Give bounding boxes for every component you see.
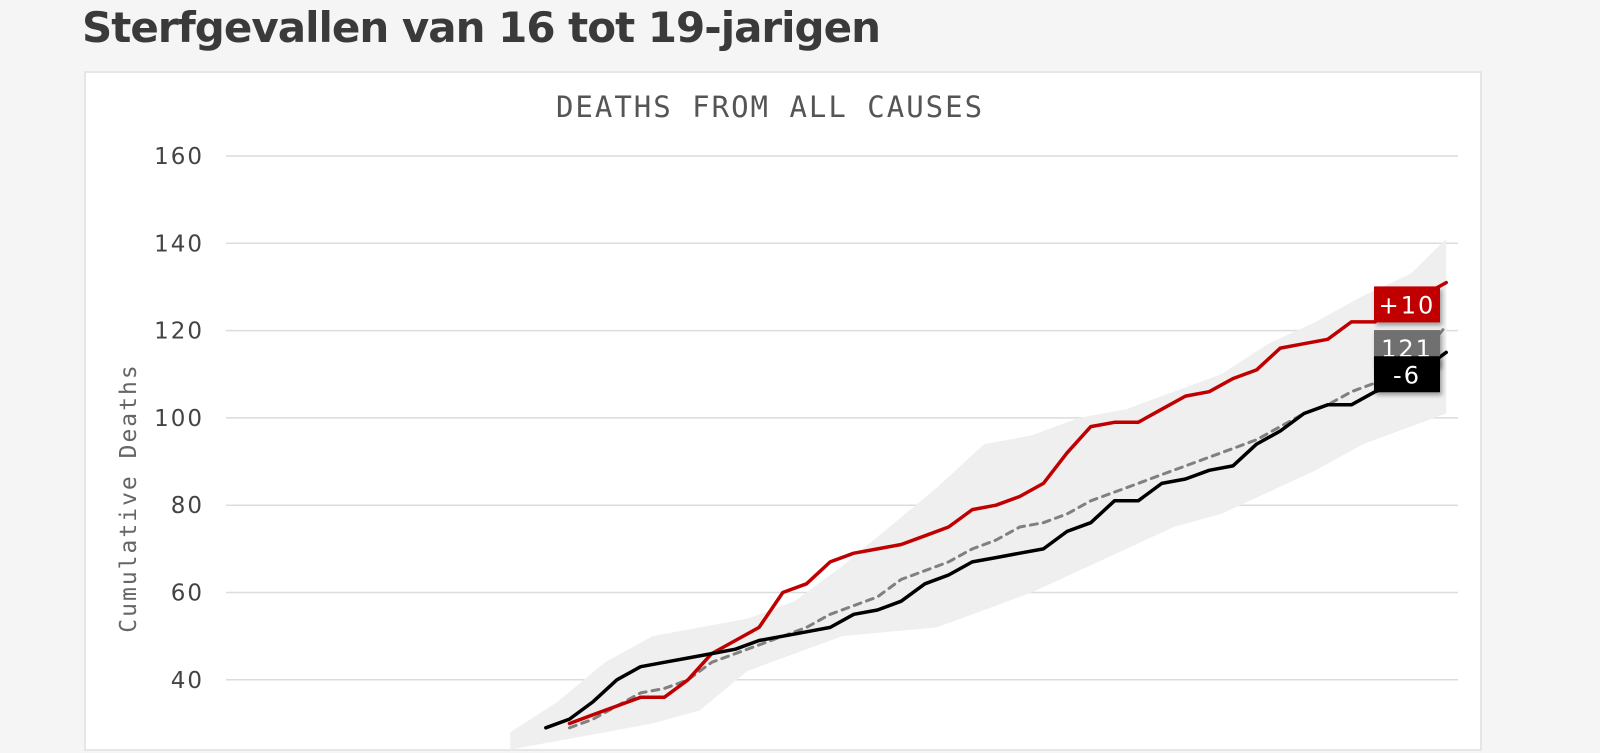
y-tick-label: 160 bbox=[154, 144, 204, 170]
y-tick-label: 60 bbox=[171, 581, 204, 607]
series-line-actual-2020 bbox=[544, 350, 1448, 730]
page-title: Sterfgevallen van 16 tot 19-jarigen bbox=[82, 3, 881, 52]
end-label-text: -6 bbox=[1393, 361, 1421, 389]
end-label-text: +10 bbox=[1379, 291, 1436, 319]
grid-lines bbox=[226, 155, 1458, 681]
series-lines bbox=[544, 280, 1448, 730]
confidence-band bbox=[510, 238, 1447, 750]
y-tick-label: 40 bbox=[171, 668, 204, 694]
uncertainty-band bbox=[510, 238, 1447, 750]
y-axis-label: Cumulative Deaths bbox=[116, 363, 142, 632]
end-label: +10 bbox=[1374, 286, 1440, 323]
y-tick-label: 100 bbox=[154, 406, 204, 432]
y-tick-label: 120 bbox=[154, 319, 204, 345]
chart-card: 40 60 80 100 120 140 160 +10 121 -6 DEATHS FROM … bbox=[84, 71, 1482, 751]
y-tick-label: 80 bbox=[171, 493, 204, 519]
y-tick-label: 140 bbox=[154, 231, 204, 257]
y-tick-labels: 40 60 80 100 120 140 160 bbox=[154, 144, 204, 694]
end-label: -6 bbox=[1374, 356, 1440, 393]
chart-title: DEATHS FROM ALL CAUSES bbox=[556, 90, 984, 124]
